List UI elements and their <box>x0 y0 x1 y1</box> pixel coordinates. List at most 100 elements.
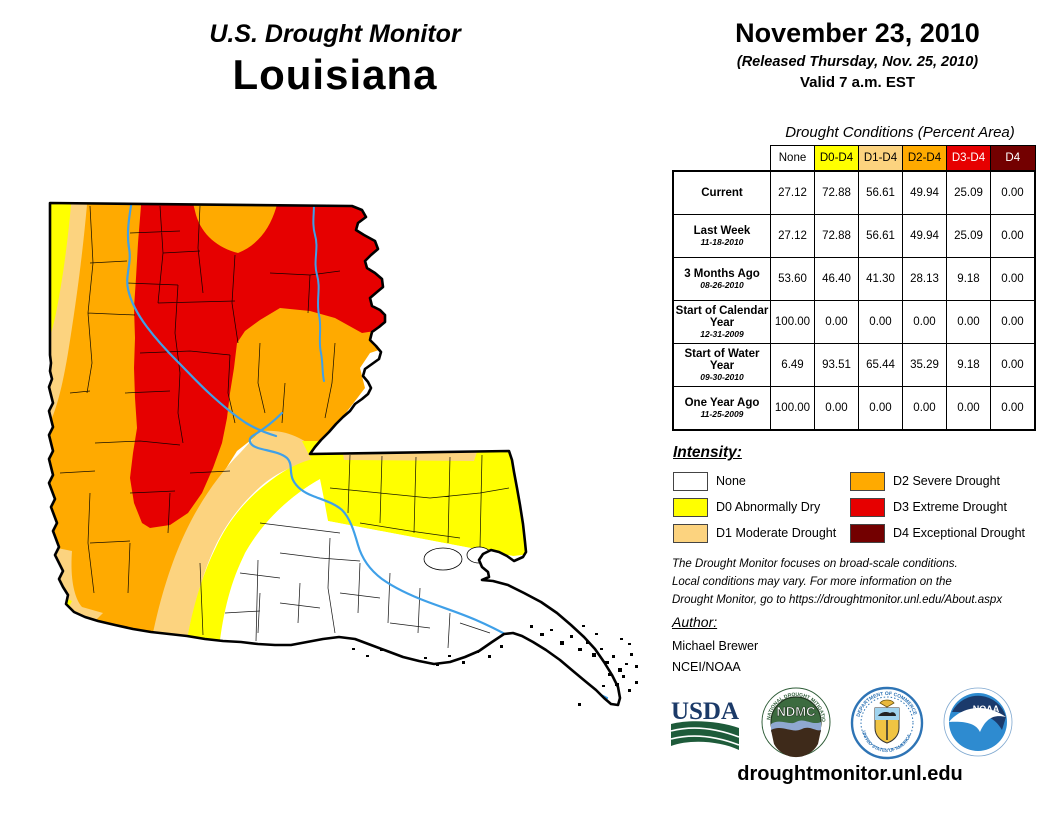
cell: 49.94 <box>902 214 947 258</box>
cell: 56.61 <box>858 170 903 215</box>
cell: 72.88 <box>814 170 859 215</box>
state-outline <box>47 201 622 707</box>
d3-swatch <box>850 497 885 517</box>
author-heading: Author: <box>672 614 718 630</box>
row-date: 11-25-2009 <box>700 409 744 419</box>
table-row: One Year Ago 11-25-2009 100.00 0.00 0.00 … <box>672 386 1036 431</box>
col-header-d0: D0-D4 <box>814 145 859 172</box>
cell: 25.09 <box>946 170 991 215</box>
ndmc-logo-text: NDMC <box>777 704 817 719</box>
drought-conditions-table: None D0-D4 D1-D4 D2-D4 D3-D4 D4 Current … <box>672 145 1036 431</box>
cell: 0.00 <box>814 386 859 431</box>
row-date: 08-26-2010 <box>700 280 744 290</box>
author-name: Michael Brewer <box>672 639 759 653</box>
note-line: Local conditions may vary. For more info… <box>672 576 952 588</box>
d0-swatch <box>673 497 708 517</box>
cell: 0.00 <box>946 386 991 431</box>
col-header-d4: D4 <box>990 145 1036 172</box>
legend-item-none: None <box>673 468 850 494</box>
cell: 0.00 <box>858 300 903 344</box>
table-header-row: None D0-D4 D1-D4 D2-D4 D3-D4 D4 <box>673 145 1036 172</box>
region-d3-extreme <box>130 203 400 528</box>
table-row: Start of Calendar Year 12-31-2009 100.00 … <box>672 300 1036 344</box>
cell: 65.44 <box>858 343 903 387</box>
cell: 0.00 <box>990 343 1036 387</box>
col-header-d2: D2-D4 <box>902 145 947 172</box>
none-swatch <box>673 471 708 491</box>
row-date: 12-31-2009 <box>700 329 744 339</box>
noaa-logo-text: NOAA <box>973 704 1000 714</box>
seal-ship <box>878 712 896 716</box>
cell: 27.12 <box>770 214 815 258</box>
cell: 100.00 <box>770 386 815 431</box>
cell: 0.00 <box>990 300 1036 344</box>
commerce-seal: DEPARTMENT OF COMMERCE UNITED STATES OF … <box>850 686 924 760</box>
valid-time: Valid 7 a.m. EST <box>799 74 916 91</box>
report-title: U.S. Drought Monitor Louisiana <box>120 20 550 99</box>
row-label: Start of Water Year <box>684 348 760 372</box>
cell: 41.30 <box>858 257 903 301</box>
usda-logo-text: USDA <box>671 698 739 725</box>
row-date: 11-18-2010 <box>700 237 744 247</box>
row-label: Start of Calendar Year <box>675 305 769 329</box>
cell: 53.60 <box>770 257 815 301</box>
noaa-bird <box>949 708 1006 732</box>
cell: 0.00 <box>990 257 1036 301</box>
cell: 0.00 <box>946 300 991 344</box>
intensity-legend: Intensity: None D0 Abnormally Dry D1 Mod… <box>673 444 1053 546</box>
author-block: Author: Michael Brewer NCEI/NOAA <box>672 614 758 674</box>
region-d2-notch <box>190 203 280 253</box>
table-corner <box>673 145 771 171</box>
report-title-line1: U.S. Drought Monitor <box>209 20 461 48</box>
cell: 0.00 <box>858 386 903 431</box>
d2-swatch <box>850 471 885 491</box>
cell: 0.00 <box>902 386 947 431</box>
row-label: Last Week <box>693 225 751 237</box>
date-block: November 23, 2010 (Released Thursday, No… <box>690 18 1025 91</box>
d4-swatch <box>850 523 885 543</box>
disclaimer-notes: The Drought Monitor focuses on broad-sca… <box>672 555 1052 609</box>
col-header-d1: D1-D4 <box>858 145 903 172</box>
region-d0-west <box>49 203 72 343</box>
report-title-state: Louisiana <box>232 51 438 98</box>
region-d0-band <box>186 457 330 648</box>
cell: 25.09 <box>946 214 991 258</box>
table-row: Last Week 11-18-2010 27.12 72.88 56.61 49… <box>672 214 1036 258</box>
ouachita-river <box>312 203 325 382</box>
cell: 56.61 <box>858 214 903 258</box>
release-date: (Released Thursday, Nov. 25, 2010) <box>736 54 979 70</box>
table-row: Start of Water Year 09-30-2010 6.49 93.51… <box>672 343 1036 387</box>
cell: 0.00 <box>990 214 1036 258</box>
cell: 35.29 <box>902 343 947 387</box>
cell: 100.00 <box>770 300 815 344</box>
region-d1-band <box>150 430 324 648</box>
footer-url: droughtmonitor.unl.edu <box>737 763 963 785</box>
legend-item-d3: D3 Extreme Drought <box>850 494 1053 520</box>
cell: 93.51 <box>814 343 859 387</box>
cell: 0.00 <box>902 300 947 344</box>
legend-item-d0: D0 Abnormally Dry <box>673 494 850 520</box>
cell: 0.00 <box>990 386 1036 431</box>
table-row: Current 27.12 72.88 56.61 49.94 25.09 0.… <box>672 170 1036 215</box>
legend-item-d1: D1 Moderate Drought <box>673 520 850 546</box>
lake-pontchartrain <box>423 547 463 571</box>
legend-title: Intensity: <box>673 444 742 461</box>
cell: 9.18 <box>946 257 991 301</box>
seal-eagle <box>879 699 895 708</box>
noaa-logo: NOAA <box>943 687 1013 757</box>
d1-swatch <box>673 523 708 543</box>
map-date: November 23, 2010 <box>735 18 980 48</box>
coastal-marsh-speckles <box>352 625 638 706</box>
cell: 0.00 <box>814 300 859 344</box>
cell: 72.88 <box>814 214 859 258</box>
author-org: NCEI/NOAA <box>672 660 741 674</box>
col-header-none: None <box>770 145 815 172</box>
row-label: 3 Months Ago <box>684 268 760 280</box>
table-row: 3 Months Ago 08-26-2010 53.60 46.40 41.30… <box>672 257 1036 301</box>
legend-item-d2: D2 Severe Drought <box>850 468 1053 494</box>
note-line: The Drought Monitor focuses on broad-sca… <box>672 558 958 570</box>
note-line: Drought Monitor, go to https://droughtmo… <box>672 594 1003 606</box>
